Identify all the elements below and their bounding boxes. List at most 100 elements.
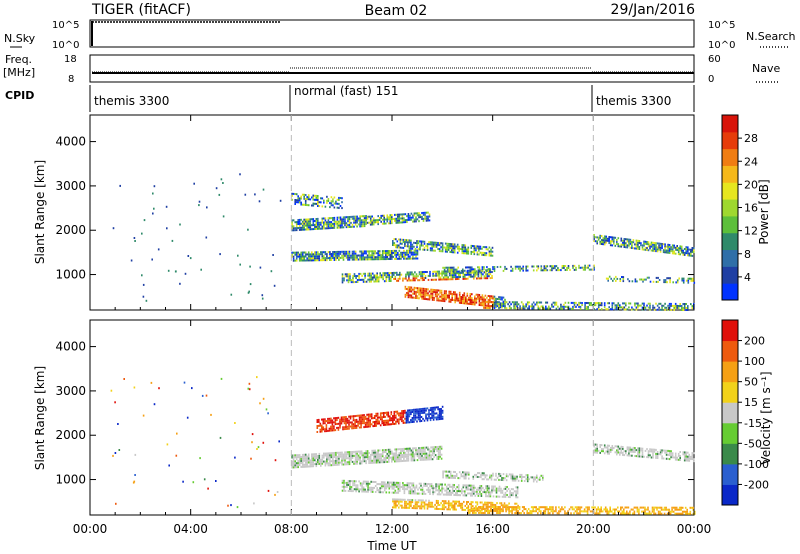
power-echo (687, 277, 690, 280)
power-echo (371, 256, 373, 259)
power-echo (312, 228, 315, 231)
power-echo (360, 256, 363, 259)
velocity-echo (628, 446, 630, 449)
velocity-echo (369, 461, 372, 464)
power-echo (333, 220, 336, 223)
velocity-echo (312, 461, 315, 464)
velocity-echo (380, 481, 383, 484)
power-echo (368, 278, 371, 281)
velocity-echo (303, 453, 305, 456)
velocity-echo (406, 482, 409, 485)
velocity-echo (367, 486, 369, 489)
power-echo (362, 272, 365, 275)
velocity-echo (330, 460, 333, 463)
velocity-echo (351, 454, 354, 457)
power-echo (502, 305, 505, 308)
velocity-echo (537, 478, 540, 481)
power-echo (429, 270, 431, 273)
power-echo (376, 276, 378, 279)
velocity-echo (620, 449, 623, 452)
velocity-echo (506, 494, 508, 496)
velocity-echo (391, 491, 394, 494)
velocity-echo (318, 462, 321, 465)
power-echo (628, 242, 630, 245)
power-echo (419, 244, 421, 247)
power-echo (297, 255, 299, 258)
power-echo (471, 268, 473, 271)
velocity-echo (372, 421, 374, 424)
velocity-echo (311, 463, 313, 466)
power-echo (600, 235, 603, 237)
power-echo (379, 276, 381, 279)
power-echo (638, 246, 641, 248)
power-echo (558, 269, 561, 272)
power-echo (359, 225, 361, 228)
power-echo (680, 247, 683, 250)
velocity-echo (396, 418, 399, 421)
velocity-echo (378, 457, 381, 460)
power-echo (640, 244, 642, 247)
velocity-echo (366, 425, 368, 428)
power-echo (338, 222, 340, 225)
velocity-echo (473, 492, 475, 495)
power-echo (452, 299, 455, 302)
power-echo (406, 251, 408, 254)
power-echo (434, 295, 437, 298)
velocity-echo (348, 461, 351, 464)
power-echo (693, 249, 695, 252)
velocity-echo (604, 506, 607, 509)
velocity-echo (633, 512, 636, 515)
velocity-echo (498, 489, 501, 492)
velocity-echo (651, 510, 654, 513)
power-echo (410, 239, 412, 242)
velocity-echo (620, 508, 622, 511)
velocity-echo (393, 500, 396, 503)
velocity-echo (336, 417, 338, 419)
power-echo (549, 265, 552, 268)
velocity-echo (542, 476, 544, 479)
velocity-echo (608, 444, 610, 447)
velocity-echo (388, 483, 391, 486)
velocity-echo (530, 512, 533, 515)
power-echo (505, 301, 508, 304)
power-echo (342, 220, 345, 223)
power-echo (690, 303, 692, 306)
velocity-echo (408, 409, 411, 412)
velocity-echo (486, 491, 489, 494)
velocity-echo (453, 500, 456, 503)
velocity-echo (542, 478, 544, 481)
velocity-echo (418, 492, 421, 495)
power-echo (409, 286, 411, 289)
velocity-echo (564, 510, 566, 513)
velocity-echo (472, 477, 475, 480)
velocity-echo (373, 415, 376, 417)
power-echo (298, 224, 301, 227)
velocity-echo (546, 506, 548, 509)
power-echo (444, 242, 447, 245)
power-echo (422, 211, 425, 214)
power-echo (555, 307, 558, 310)
velocity-echo (429, 505, 432, 508)
power-echo (669, 281, 671, 284)
power-echo (621, 276, 623, 278)
power-echo (395, 251, 398, 254)
power-echo (291, 219, 293, 222)
velocity-echo (341, 455, 343, 458)
velocity-echo (467, 484, 469, 487)
velocity-echo (411, 484, 413, 487)
power-echo (514, 303, 517, 306)
velocity-echo (320, 462, 322, 465)
power-echo (467, 273, 469, 276)
velocity-echo (453, 508, 456, 511)
velocity-echo (322, 426, 325, 429)
power-echo (489, 273, 492, 276)
velocity-echo (437, 445, 440, 448)
velocity-echo (371, 488, 374, 491)
velocity-echo (393, 491, 395, 494)
velocity-echo (297, 466, 299, 469)
power-echo (466, 302, 469, 305)
velocity-echo (345, 422, 347, 424)
velocity-echo (535, 508, 537, 511)
power-echo (342, 256, 345, 259)
power-echo (412, 214, 414, 217)
